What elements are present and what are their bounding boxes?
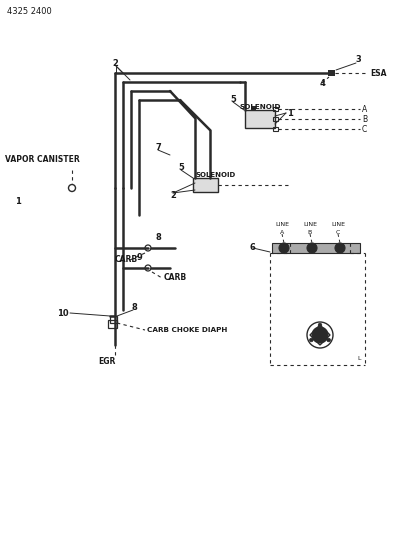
Bar <box>273 127 278 131</box>
Circle shape <box>335 243 345 253</box>
Text: 1: 1 <box>15 198 21 206</box>
Text: B: B <box>308 230 312 235</box>
Text: 2: 2 <box>170 190 176 199</box>
Text: 7: 7 <box>155 143 161 152</box>
Text: 9: 9 <box>137 254 143 262</box>
Text: C: C <box>336 230 340 235</box>
Text: B: B <box>362 115 367 124</box>
Text: 1: 1 <box>287 109 293 117</box>
Text: 8: 8 <box>155 233 161 243</box>
Bar <box>193 178 218 192</box>
Bar <box>273 117 278 121</box>
Circle shape <box>312 327 328 343</box>
Circle shape <box>310 338 313 342</box>
Text: CARB: CARB <box>115 255 138 264</box>
Bar <box>110 316 117 323</box>
Circle shape <box>337 245 343 251</box>
Text: ESA: ESA <box>370 69 386 77</box>
Text: 5: 5 <box>178 164 184 173</box>
Text: 6: 6 <box>249 244 255 253</box>
Circle shape <box>279 243 289 253</box>
Text: LINE: LINE <box>331 222 345 228</box>
Text: 3: 3 <box>355 55 361 64</box>
Circle shape <box>309 245 315 251</box>
Text: LINE: LINE <box>275 222 289 228</box>
Text: SOLENOID: SOLENOID <box>240 104 282 110</box>
Text: VAPOR CANISTER: VAPOR CANISTER <box>5 156 80 165</box>
Circle shape <box>316 331 324 339</box>
Bar <box>273 107 278 111</box>
Text: CARB: CARB <box>164 273 187 282</box>
Text: SOLENOID: SOLENOID <box>196 172 236 178</box>
Bar <box>251 106 256 110</box>
Bar <box>328 70 335 76</box>
Bar <box>245 110 275 128</box>
Bar <box>108 320 117 328</box>
Text: CARB CHOKE DIAPH: CARB CHOKE DIAPH <box>147 327 227 333</box>
Text: L: L <box>357 356 361 360</box>
Text: 2: 2 <box>112 59 118 68</box>
Circle shape <box>281 245 287 251</box>
Circle shape <box>327 338 330 342</box>
Text: C: C <box>362 125 367 133</box>
Circle shape <box>318 323 322 327</box>
Text: 4325 2400: 4325 2400 <box>7 6 52 15</box>
Text: 8: 8 <box>132 303 138 312</box>
Text: 10: 10 <box>57 309 69 318</box>
Text: A: A <box>362 104 367 114</box>
Text: A: A <box>280 230 284 235</box>
Text: EGR: EGR <box>98 358 115 367</box>
Circle shape <box>307 243 317 253</box>
Text: 4: 4 <box>320 78 326 87</box>
Text: LINE: LINE <box>303 222 317 228</box>
Text: 5: 5 <box>230 95 236 104</box>
Circle shape <box>319 334 322 336</box>
Bar <box>272 243 360 253</box>
